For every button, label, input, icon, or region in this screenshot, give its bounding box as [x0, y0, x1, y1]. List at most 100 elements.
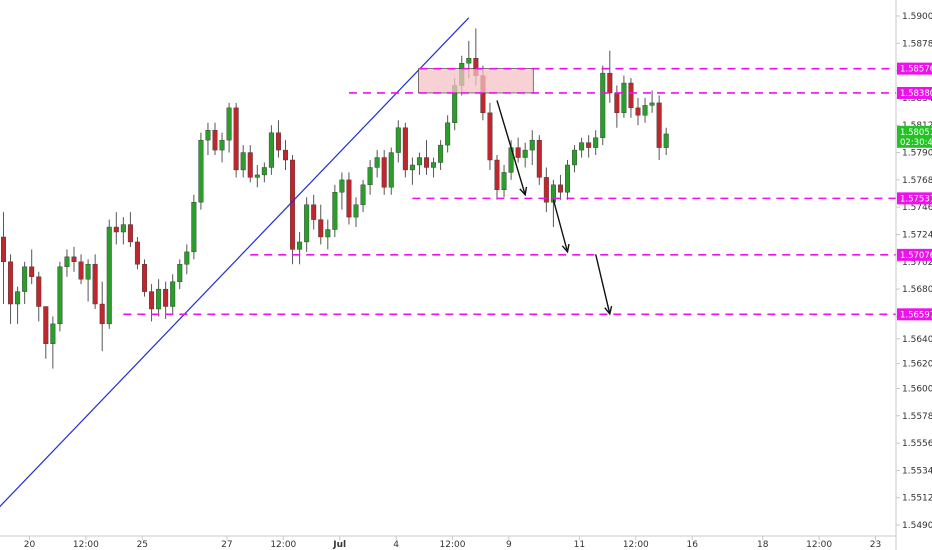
candle-bearish [29, 267, 34, 277]
candle-bearish [8, 262, 13, 304]
candle-bullish [22, 267, 27, 292]
candle-bearish [311, 205, 316, 220]
candle-bullish [51, 324, 56, 344]
candle-bullish [220, 140, 225, 150]
last-price-label: 1.58051 [900, 128, 932, 138]
candle-bullish [389, 153, 394, 188]
candle-bullish [354, 205, 359, 217]
down-arrow-shaft [553, 200, 567, 252]
candle-bearish [586, 143, 591, 148]
candle-bearish [537, 140, 542, 177]
candle-bullish [326, 230, 331, 237]
time-axis[interactable]: 20 12:00 25 27 12:00 Jul 4 12:00 9 11 12:00 16 18 12:… [0, 536, 896, 550]
time-tick-label: 12:00 [806, 540, 832, 550]
candle-bullish [431, 162, 436, 167]
trendline-layer [0, 18, 469, 510]
candle-bullish [121, 225, 126, 232]
candle-bearish [248, 153, 253, 178]
time-tick-label: 11 [574, 540, 585, 550]
price-tick-label: 1.55780 [902, 412, 932, 422]
level-price-label: 1.57076 [900, 251, 932, 261]
candle-bullish [170, 282, 175, 307]
candle-bullish [467, 58, 472, 63]
candle-bullish [304, 205, 309, 242]
candle-bullish [227, 108, 232, 140]
candle-bearish [424, 158, 429, 168]
candle-bullish [107, 227, 112, 324]
bar-countdown-label: 02:30:48 [900, 138, 932, 148]
candle-bearish [44, 307, 49, 344]
candle-bullish [58, 267, 63, 324]
candle-bullish [65, 257, 70, 267]
candle-bearish [234, 108, 239, 170]
price-tick-label: 1.57460 [902, 203, 932, 213]
time-tick-label: 12:00 [440, 540, 466, 550]
supply-zone-layer [418, 69, 533, 93]
candle-bullish [241, 153, 246, 170]
candle-bearish [516, 148, 521, 158]
candle-bullish [523, 150, 528, 157]
candle-bearish [290, 160, 295, 249]
price-tick-label: 1.57900 [902, 149, 932, 159]
price-tick-label: 1.55340 [902, 466, 932, 476]
price-tick-label: 1.56800 [902, 285, 932, 295]
candle-bearish [608, 73, 613, 93]
price-tick-label: 1.55120 [902, 494, 932, 504]
candle-bullish [297, 242, 302, 249]
candle-bullish [417, 158, 422, 165]
time-tick-label: 18 [757, 540, 769, 550]
candle-bullish [650, 103, 655, 105]
candle-bullish [643, 105, 648, 115]
candle-bearish [347, 180, 352, 217]
candle-bullish [156, 289, 161, 309]
time-tick-label: 23 [870, 540, 881, 550]
price-tick-label: 1.54900 [902, 521, 932, 531]
candle-bearish [128, 225, 133, 242]
candle-bullish [375, 158, 380, 168]
candle-bearish [276, 133, 281, 150]
candle-bearish [1, 237, 6, 262]
candle-bearish [615, 93, 620, 113]
candle-bullish [565, 165, 570, 192]
candle-bearish [100, 304, 105, 324]
candle-bullish [396, 128, 401, 153]
candle-bearish [495, 160, 500, 190]
price-tick-label: 1.57680 [902, 176, 932, 186]
time-tick-label: 12:00 [270, 540, 296, 550]
candle-bearish [142, 264, 147, 291]
candle-bearish [72, 257, 77, 262]
time-tick-label: 12:00 [623, 540, 649, 550]
level-price-label: 1.57531 [900, 194, 932, 204]
trendline [0, 18, 469, 510]
candle-bullish [269, 133, 274, 168]
candle-bullish [551, 185, 556, 202]
candle-bullish [445, 123, 450, 145]
price-axis[interactable]: 1.590001.587801.585601.583401.581201.579… [896, 0, 932, 550]
candle-bullish [199, 140, 204, 202]
candle-bearish [318, 220, 323, 237]
price-tick-label: 1.59000 [902, 12, 932, 22]
candle-bullish [262, 167, 267, 174]
candle-bearish [657, 103, 662, 148]
level-price-label: 1.56597 [900, 310, 932, 320]
candle-bearish [79, 262, 84, 279]
candle-bullish [206, 130, 211, 140]
candle-bullish [579, 143, 584, 150]
time-tick-label: Jul [332, 540, 346, 550]
candle-bullish [15, 292, 20, 304]
candle-bearish [636, 108, 641, 115]
price-tick-label: 1.55560 [902, 439, 932, 449]
level-price-label: 1.58576 [900, 65, 932, 75]
candle-bearish [114, 227, 119, 232]
time-tick-label: 16 [686, 540, 698, 550]
candle-bullish [333, 192, 338, 229]
time-tick-label: 9 [506, 540, 512, 550]
price-tick-label: 1.56400 [902, 335, 932, 345]
candle-bullish [664, 134, 669, 148]
candle-bearish [93, 264, 98, 304]
candle-bullish [86, 264, 91, 279]
down-arrow-shaft [596, 254, 610, 314]
candle-bullish [255, 175, 260, 177]
down-arrow-shaft [497, 100, 525, 194]
